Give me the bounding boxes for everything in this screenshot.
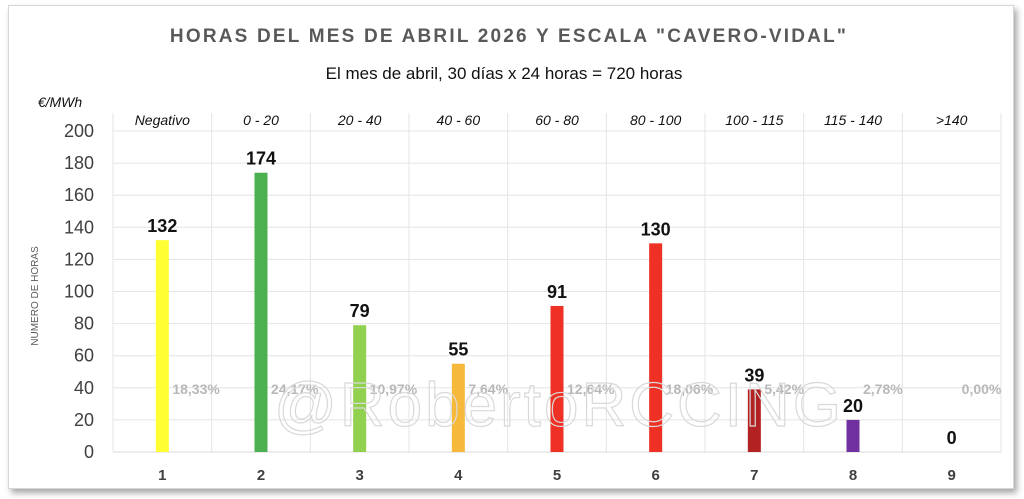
chart-frame: HORAS DEL MES DE ABRIL 2026 Y ESCALA "CA… (8, 5, 1014, 489)
y-axis-label: NUMERO DE HORAS (30, 246, 41, 346)
x-tick-label: 3 (355, 467, 363, 484)
y-tick-label: 200 (64, 121, 94, 141)
x-tick-label: 2 (257, 467, 265, 484)
percentage-label: 18,06% (666, 381, 714, 397)
percentage-label: 24,17% (271, 381, 319, 397)
unit-label: €/MWh (38, 94, 83, 110)
bar (649, 243, 663, 452)
y-tick-label: 100 (64, 282, 94, 302)
bar (846, 419, 860, 452)
bar-value-label: 55 (448, 340, 468, 360)
bar-value-label: 130 (641, 219, 671, 239)
chart-title: HORAS DEL MES DE ABRIL 2026 Y ESCALA "CA… (170, 26, 848, 47)
x-tick-label: 9 (947, 467, 955, 484)
x-tick-label: 1 (158, 467, 166, 484)
bar (155, 240, 169, 452)
chart-svg: HORAS DEL MES DE ABRIL 2026 Y ESCALA "CA… (30, 26, 1002, 484)
price-range-label: 0 - 20 (243, 112, 279, 128)
bar (353, 325, 367, 452)
bar-value-label: 79 (350, 301, 370, 321)
x-tick-label: 4 (454, 467, 463, 484)
bar-value-label: 20 (843, 396, 863, 416)
bar-value-label: 132 (147, 216, 177, 236)
bar-value-label: 174 (246, 149, 276, 169)
price-range-label: 20 - 40 (337, 112, 382, 128)
x-tick-label: 7 (750, 467, 758, 484)
y-tick-label: 180 (64, 153, 94, 173)
y-tick-label: 40 (74, 378, 94, 398)
y-tick-label: 80 (74, 314, 94, 334)
percentage-label: 0,00% (962, 381, 1002, 397)
bar (747, 389, 761, 452)
y-tick-label: 0 (84, 442, 94, 462)
price-range-label: 100 - 115 (725, 112, 783, 128)
y-tick-label: 20 (74, 410, 94, 430)
bar (451, 363, 465, 452)
plot-area: 02040608010012014016018020013218,33%1Neg… (64, 112, 1002, 484)
percentage-label: 10,97% (370, 381, 418, 397)
price-range-label: 115 - 140 (824, 112, 882, 128)
watermark-layer: @RobertoRCCING (273, 370, 844, 440)
price-range-label: 40 - 60 (437, 112, 481, 128)
percentage-label: 18,33% (172, 381, 220, 397)
x-tick-label: 5 (553, 467, 561, 484)
percentage-label: 12,64% (567, 381, 615, 397)
percentage-label: 5,42% (764, 381, 804, 397)
chart-subtitle: El mes de abril, 30 días x 24 horas = 72… (326, 64, 683, 83)
bar (550, 305, 564, 452)
percentage-label: 2,78% (863, 381, 903, 397)
y-tick-label: 160 (64, 185, 94, 205)
x-tick-label: 8 (849, 467, 857, 484)
bar-value-label: 0 (947, 428, 957, 448)
price-range-label: 80 - 100 (630, 112, 682, 128)
y-tick-label: 120 (64, 249, 94, 269)
bar-value-label: 39 (744, 365, 764, 385)
y-tick-label: 60 (74, 346, 94, 366)
bar-value-label: 91 (547, 282, 567, 302)
price-range-label: 60 - 80 (535, 112, 579, 128)
bar (254, 172, 268, 453)
price-range-label: Negativo (135, 112, 190, 128)
price-range-label: >140 (936, 112, 968, 128)
percentage-label: 7,64% (468, 381, 508, 397)
x-tick-label: 6 (651, 467, 659, 484)
watermark: @RobertoRCCING (274, 371, 844, 440)
y-tick-label: 140 (64, 217, 94, 237)
